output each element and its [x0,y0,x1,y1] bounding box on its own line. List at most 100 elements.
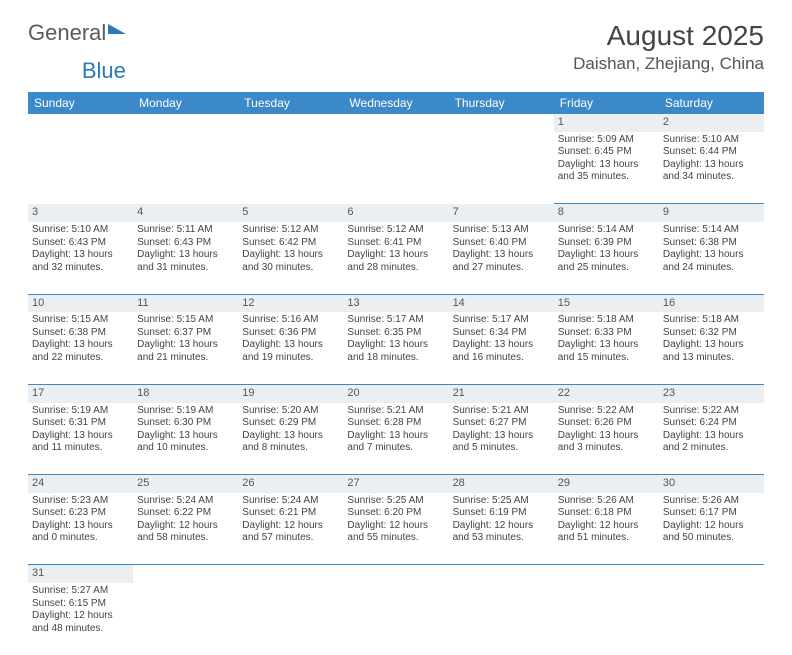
day-cell [133,583,238,655]
sunset-text: Sunset: 6:21 PM [242,507,339,520]
day-cell: Sunrise: 5:10 AMSunset: 6:43 PMDaylight:… [28,222,133,294]
sunset-text: Sunset: 6:26 PM [558,417,655,430]
day2-text: and 21 minutes. [137,352,234,365]
sunrise-text: Sunrise: 5:13 AM [453,224,550,237]
sunrise-text: Sunrise: 5:21 AM [347,405,444,418]
day-cell [554,583,659,655]
logo-text-2: Blue [82,58,126,83]
day1-text: Daylight: 13 hours [32,339,129,352]
day1-text: Daylight: 13 hours [137,430,234,443]
sunset-text: Sunset: 6:22 PM [137,507,234,520]
day2-text: and 8 minutes. [242,442,339,455]
day-number: 12 [238,294,343,312]
sunrise-text: Sunrise: 5:14 AM [558,224,655,237]
day-number [554,565,659,583]
sunset-text: Sunset: 6:20 PM [347,507,444,520]
logo-text-1: General [28,20,106,46]
logo-line2: GeneBlue [28,58,764,84]
day1-text: Daylight: 13 hours [663,430,760,443]
day-cell: Sunrise: 5:17 AMSunset: 6:35 PMDaylight:… [343,312,448,384]
day-cell: Sunrise: 5:14 AMSunset: 6:38 PMDaylight:… [659,222,764,294]
day-number: 30 [659,475,764,493]
dayheader-tue: Tuesday [238,92,343,114]
daynum-row: 24252627282930 [28,475,764,493]
sunset-text: Sunset: 6:28 PM [347,417,444,430]
day-number: 25 [133,475,238,493]
sunset-text: Sunset: 6:41 PM [347,237,444,250]
day-number [133,565,238,583]
daynum-row: 10111213141516 [28,294,764,312]
day2-text: and 11 minutes. [32,442,129,455]
day1-text: Daylight: 12 hours [242,520,339,533]
day2-text: and 22 minutes. [32,352,129,365]
sunset-text: Sunset: 6:38 PM [663,237,760,250]
day-number: 24 [28,475,133,493]
day2-text: and 25 minutes. [558,262,655,275]
sunset-text: Sunset: 6:40 PM [453,237,550,250]
sunset-text: Sunset: 6:37 PM [137,327,234,340]
sunset-text: Sunset: 6:24 PM [663,417,760,430]
day-cell: Sunrise: 5:19 AMSunset: 6:31 PMDaylight:… [28,403,133,475]
day-cell [133,132,238,204]
sunrise-text: Sunrise: 5:10 AM [32,224,129,237]
day-cell [343,132,448,204]
day1-text: Daylight: 13 hours [663,159,760,172]
sunset-text: Sunset: 6:44 PM [663,146,760,159]
day2-text: and 53 minutes. [453,532,550,545]
sunset-text: Sunset: 6:27 PM [453,417,550,430]
day2-text: and 19 minutes. [242,352,339,365]
day1-text: Daylight: 13 hours [347,430,444,443]
day-number: 29 [554,475,659,493]
day-number: 18 [133,384,238,402]
day2-text: and 7 minutes. [347,442,444,455]
day2-text: and 55 minutes. [347,532,444,545]
dayheader-thu: Thursday [449,92,554,114]
day-number: 2 [659,114,764,132]
day-cell: Sunrise: 5:17 AMSunset: 6:34 PMDaylight:… [449,312,554,384]
day-cell: Sunrise: 5:14 AMSunset: 6:39 PMDaylight:… [554,222,659,294]
day1-text: Daylight: 13 hours [137,249,234,262]
day-cell [449,583,554,655]
day-number [133,114,238,132]
day-number: 15 [554,294,659,312]
sunrise-text: Sunrise: 5:21 AM [453,405,550,418]
day1-text: Daylight: 13 hours [453,249,550,262]
day2-text: and 10 minutes. [137,442,234,455]
sunset-text: Sunset: 6:33 PM [558,327,655,340]
sunrise-text: Sunrise: 5:14 AM [663,224,760,237]
sunset-text: Sunset: 6:42 PM [242,237,339,250]
day1-text: Daylight: 13 hours [558,339,655,352]
week-row: Sunrise: 5:23 AMSunset: 6:23 PMDaylight:… [28,493,764,565]
day-cell: Sunrise: 5:18 AMSunset: 6:33 PMDaylight:… [554,312,659,384]
sunrise-text: Sunrise: 5:15 AM [137,314,234,327]
day-cell: Sunrise: 5:15 AMSunset: 6:37 PMDaylight:… [133,312,238,384]
day1-text: Daylight: 13 hours [558,430,655,443]
day-number: 5 [238,204,343,222]
day-cell: Sunrise: 5:21 AMSunset: 6:27 PMDaylight:… [449,403,554,475]
sunrise-text: Sunrise: 5:15 AM [32,314,129,327]
day1-text: Daylight: 12 hours [453,520,550,533]
day-number: 28 [449,475,554,493]
sunset-text: Sunset: 6:38 PM [32,327,129,340]
sunset-text: Sunset: 6:35 PM [347,327,444,340]
day1-text: Daylight: 13 hours [453,339,550,352]
sunrise-text: Sunrise: 5:26 AM [558,495,655,508]
day1-text: Daylight: 12 hours [663,520,760,533]
day2-text: and 31 minutes. [137,262,234,275]
day-number: 9 [659,204,764,222]
day2-text: and 27 minutes. [453,262,550,275]
day-number: 19 [238,384,343,402]
sunrise-text: Sunrise: 5:25 AM [347,495,444,508]
sunset-text: Sunset: 6:45 PM [558,146,655,159]
dayheader-wed: Wednesday [343,92,448,114]
day-number [238,114,343,132]
daynum-row: 17181920212223 [28,384,764,402]
day-number: 22 [554,384,659,402]
day-number: 27 [343,475,448,493]
sunset-text: Sunset: 6:17 PM [663,507,760,520]
day-number: 8 [554,204,659,222]
sunrise-text: Sunrise: 5:10 AM [663,134,760,147]
day2-text: and 24 minutes. [663,262,760,275]
sunset-text: Sunset: 6:29 PM [242,417,339,430]
day1-text: Daylight: 13 hours [32,430,129,443]
